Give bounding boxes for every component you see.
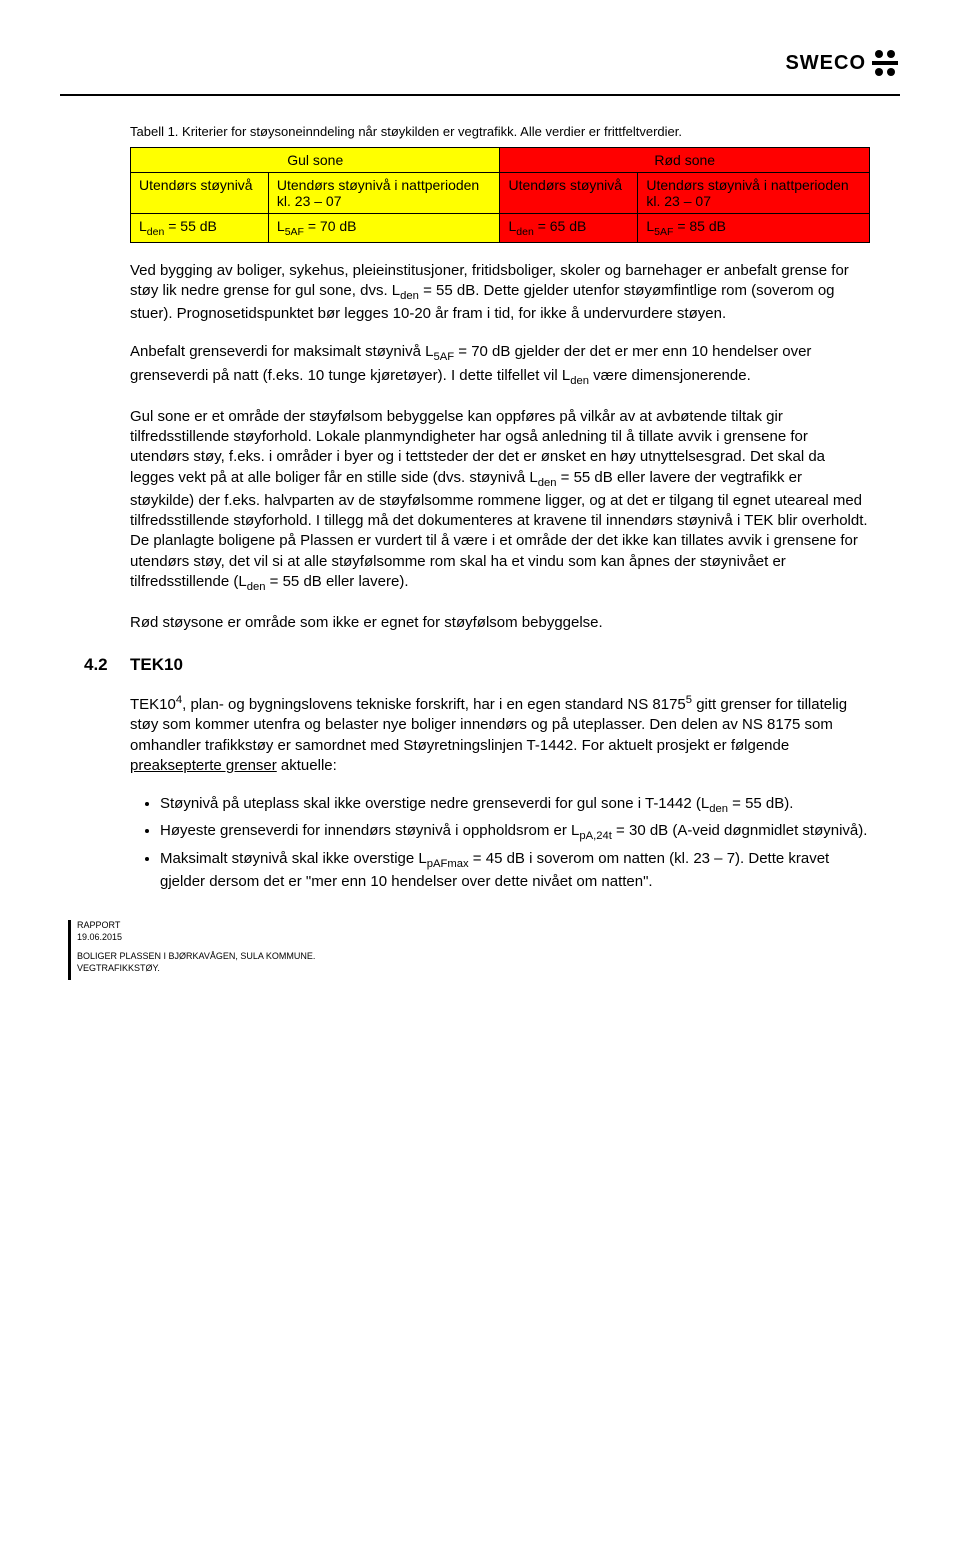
list-item: Støynivå på uteplass skal ikke overstige…: [160, 794, 870, 817]
cell: L5AF = 70 dB: [268, 214, 500, 243]
brand-logo-text: SWECO: [785, 52, 866, 75]
brand-logo-icon: [870, 48, 900, 78]
section-heading: 4.2 TEK10: [130, 655, 870, 675]
list-item: Høyeste grenseverdi for innendørs støyni…: [160, 821, 870, 844]
footer-line: BOLIGER PLASSEN I BJØRKAVÅGEN, SULA KOMM…: [68, 951, 870, 963]
list-item: Maksimalt støynivå skal ikke overstige L…: [160, 849, 870, 892]
paragraph: Gul sone er et område der støyfølsom beb…: [130, 407, 870, 595]
page-header: SWECO: [60, 40, 900, 96]
section-title: TEK10: [130, 655, 183, 675]
sub-header: Utendørs støynivå: [500, 173, 638, 214]
zone-table: Gul sone Rød sone Utendørs støynivå Uten…: [130, 147, 870, 243]
section-number: 4.2: [84, 655, 114, 675]
sub-header: Utendørs støynivå: [131, 173, 269, 214]
footer-bar-icon: [68, 920, 71, 980]
section-intro: TEK104, plan- og bygningslovens tekniske…: [130, 693, 870, 776]
cell: L5AF = 85 dB: [638, 214, 870, 243]
page-footer: RAPPORT 19.06.2015 BOLIGER PLASSEN I BJØ…: [68, 920, 870, 975]
bullet-list: Støynivå på uteplass skal ikke overstige…: [130, 794, 870, 892]
footer-line: VEGTRAFIKKSTØY.: [68, 963, 870, 975]
group-header-yellow: Gul sone: [131, 148, 500, 173]
brand-logo: SWECO: [785, 48, 900, 78]
table-caption: Tabell 1. Kriterier for støysoneinndelin…: [130, 124, 870, 139]
cell: Lden = 65 dB: [500, 214, 638, 243]
sub-header: Utendørs støynivå i nattperiodenkl. 23 –…: [268, 173, 500, 214]
cell: Lden = 55 dB: [131, 214, 269, 243]
sub-header: Utendørs støynivå i nattperiodenkl. 23 –…: [638, 173, 870, 214]
footer-line: 19.06.2015: [68, 932, 870, 944]
paragraph: Rød støysone er område som ikke er egnet…: [130, 613, 870, 633]
footer-line: RAPPORT: [68, 920, 870, 932]
paragraph: Anbefalt grenseverdi for maksimalt støyn…: [130, 342, 870, 388]
paragraph: Ved bygging av boliger, sykehus, pleiein…: [130, 261, 870, 325]
group-header-red: Rød sone: [500, 148, 870, 173]
